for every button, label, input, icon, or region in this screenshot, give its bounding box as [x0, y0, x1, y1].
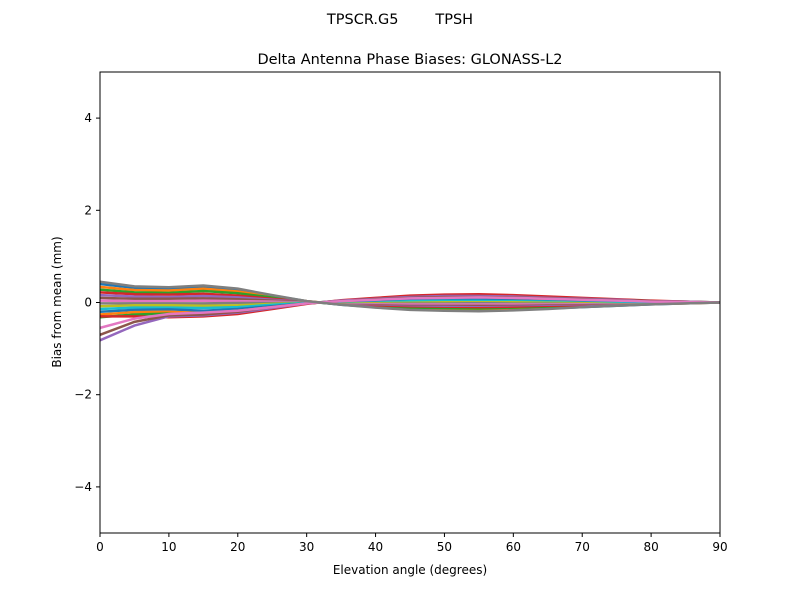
series-line-17 [99, 280, 721, 313]
x-tick-label: 40 [368, 540, 383, 554]
chart-title: Delta Antenna Phase Biases: GLONASS-L2 [257, 52, 562, 68]
x-axis-label: Elevation angle (degrees) [333, 563, 487, 577]
x-tick-label: 30 [299, 540, 314, 554]
y-tick-label: 4 [84, 111, 92, 125]
x-tick-label: 0 [96, 540, 104, 554]
x-tick-label: 80 [643, 540, 658, 554]
x-axis: 0 10 20 30 40 50 60 70 80 90 [96, 533, 728, 554]
x-tick-label: 20 [230, 540, 245, 554]
x-tick-label: 90 [712, 540, 727, 554]
y-tick-label: 2 [84, 203, 92, 217]
y-tick-label: −4 [74, 480, 92, 494]
y-tick-label: 0 [84, 296, 92, 310]
chart-suptitle: TPSCR.G5 TPSH [326, 12, 473, 28]
y-axis-label: Bias from mean (mm) [50, 236, 64, 367]
x-tick-label: 60 [506, 540, 521, 554]
y-tick-label: −2 [74, 388, 92, 402]
x-tick-label: 10 [161, 540, 176, 554]
series-lines [99, 280, 721, 342]
series-line-16 [99, 296, 721, 330]
y-axis: −4 −2 0 2 4 [74, 111, 100, 494]
x-tick-label: 50 [437, 540, 452, 554]
x-tick-label: 70 [575, 540, 590, 554]
